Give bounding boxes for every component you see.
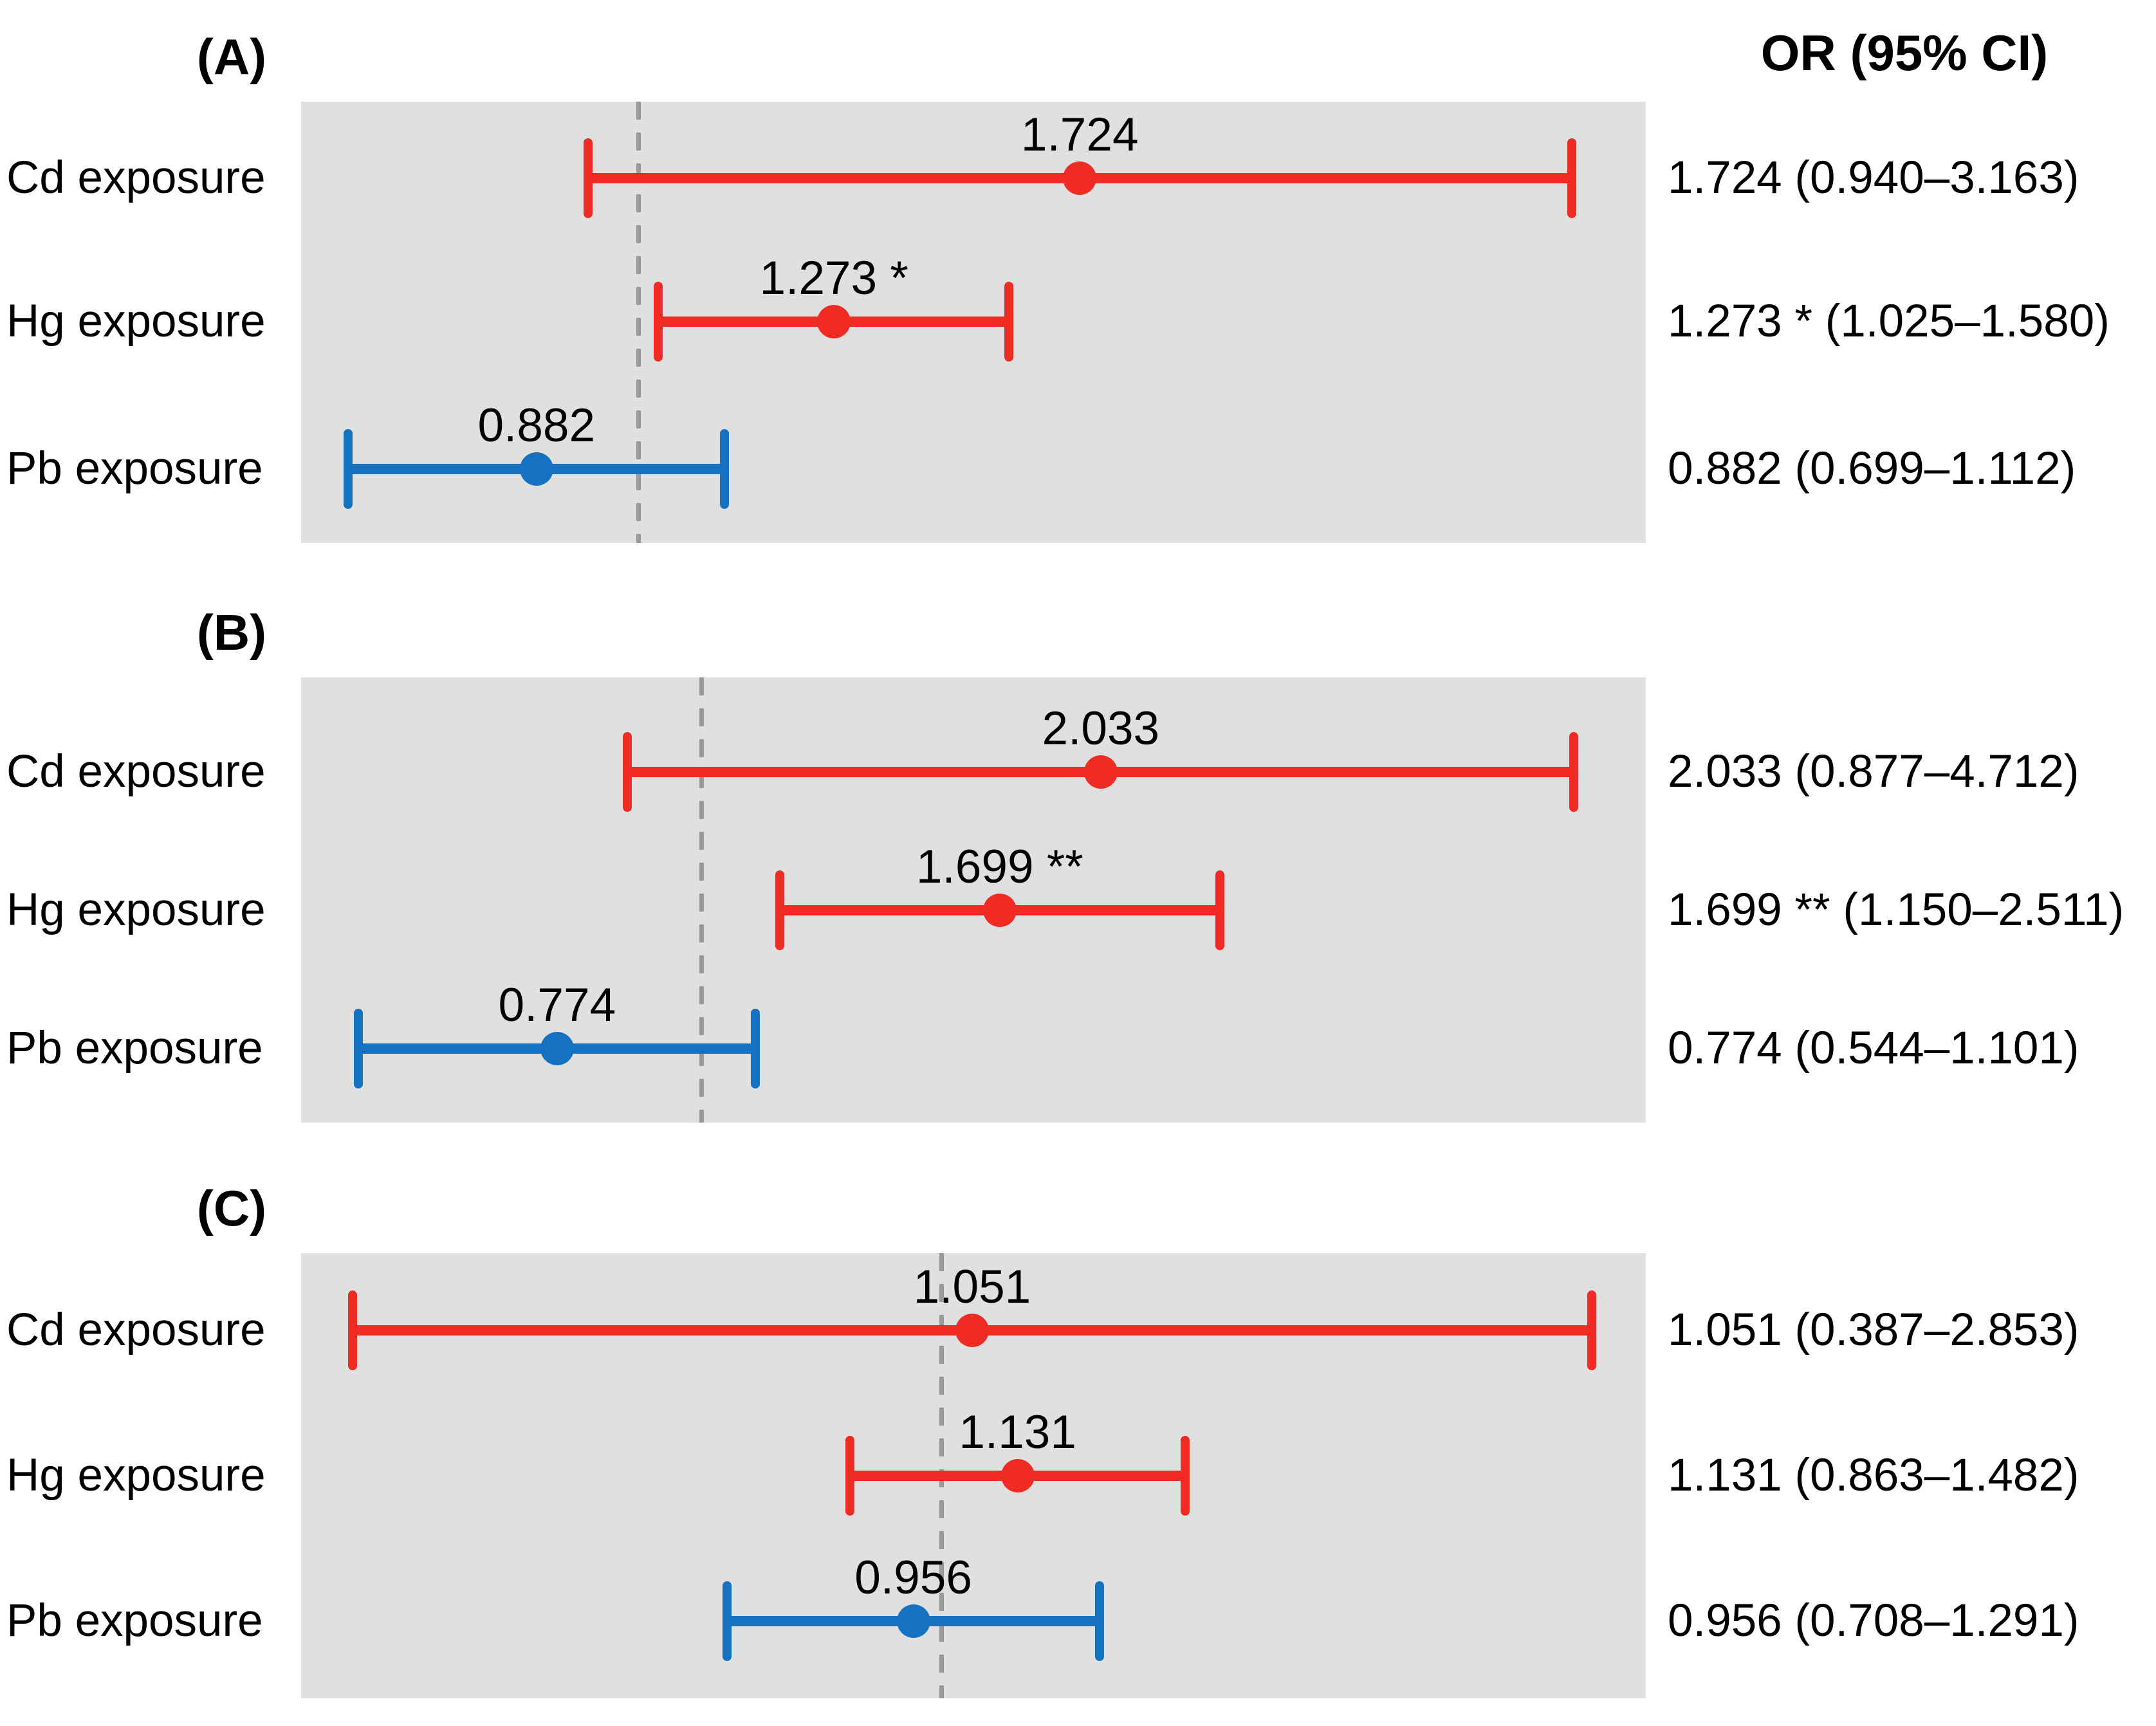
row-category-label: Cd exposure: [6, 1305, 266, 1355]
reference-line-or-1: [699, 677, 704, 1123]
ci-lower-cap: [775, 870, 785, 950]
row-category-label: Cd exposure: [6, 152, 266, 203]
point-estimate-dot: [1000, 1459, 1035, 1492]
point-estimate-dot: [519, 452, 553, 486]
ci-upper-cap: [1095, 1581, 1105, 1661]
ci-lower-cap: [654, 282, 663, 362]
ci-lower-cap: [723, 1581, 732, 1661]
point-estimate-dot: [982, 894, 1017, 927]
ci-upper-cap: [1569, 732, 1579, 812]
row-category-label: Pb exposure: [6, 1023, 263, 1074]
or-ci-value-text: 0.774 (0.544–1.101): [1668, 1023, 2079, 1074]
ci-lower-cap: [343, 429, 353, 509]
panel-b-label: (B): [196, 604, 267, 661]
ci-lower-cap: [354, 1009, 364, 1088]
or-ci-value-text: 0.882 (0.699–1.112): [1668, 443, 2076, 494]
or-ci-value-text: 1.699 ** (1.150–2.511): [1668, 885, 2124, 935]
or-value-annotation: 1.051: [913, 1261, 1031, 1313]
row-category-label: Hg exposure: [6, 296, 266, 347]
or-ci-value-text: 1.051 (0.387–2.853): [1668, 1305, 2079, 1355]
ci-lower-cap: [623, 732, 632, 812]
ci-upper-cap: [1567, 138, 1576, 218]
point-estimate-dot: [540, 1032, 574, 1065]
or-value-annotation: 0.774: [498, 979, 616, 1031]
or-value-annotation: 0.956: [854, 1552, 972, 1604]
ci-lower-cap: [845, 1436, 854, 1516]
ci-upper-cap: [1181, 1436, 1190, 1516]
ci-upper-cap: [1004, 282, 1014, 362]
or-ci-value-text: 2.033 (0.877–4.712): [1668, 746, 2079, 797]
row-category-label: Hg exposure: [6, 885, 266, 935]
row-category-label: Pb exposure: [6, 443, 263, 494]
reference-line-or-1: [636, 102, 641, 543]
point-estimate-dot: [1063, 161, 1097, 195]
or-value-annotation: 1.724: [1020, 109, 1139, 161]
or-ci-value-text: 1.273 * (1.025–1.580): [1668, 296, 2110, 347]
or-ci-value-text: 1.724 (0.940–3.163): [1668, 152, 2079, 203]
panel-a-label: (A): [196, 28, 267, 85]
or-value-annotation: 0.882: [477, 399, 596, 452]
or-ci-value-text: 1.131 (0.863–1.482): [1668, 1450, 2079, 1501]
or-value-annotation: 1.699 **: [916, 841, 1083, 893]
or-ci-value-text: 0.956 (0.708–1.291): [1668, 1595, 2079, 1646]
or-ci-column-header: OR (95% CI): [1760, 24, 2049, 81]
or-value-annotation: 2.033: [1042, 702, 1160, 755]
or-value-annotation: 1.273 *: [759, 252, 908, 304]
ci-upper-cap: [1215, 870, 1224, 950]
row-category-label: Pb exposure: [6, 1595, 263, 1646]
ci-lower-cap: [347, 1290, 357, 1370]
point-estimate-dot: [955, 1314, 989, 1347]
point-estimate-dot: [896, 1604, 930, 1638]
row-category-label: Hg exposure: [6, 1450, 266, 1501]
point-estimate-dot: [817, 305, 851, 338]
row-category-label: Cd exposure: [6, 746, 266, 797]
point-estimate-dot: [1083, 755, 1118, 789]
panel-b-plot-area: 2.033 1.699 ** 0.774: [301, 677, 1646, 1123]
panel-c-label: (C): [196, 1180, 267, 1236]
ci-upper-cap: [1587, 1290, 1596, 1370]
panel-a-plot-area: 1.724 1.273 * 0.882: [301, 102, 1646, 543]
ci-upper-cap: [719, 429, 729, 509]
ci-lower-cap: [584, 138, 593, 218]
panel-c-plot-area: 1.051 1.131 0.956: [301, 1253, 1646, 1698]
or-value-annotation: 1.131: [959, 1406, 1076, 1458]
ci-upper-cap: [751, 1009, 760, 1088]
